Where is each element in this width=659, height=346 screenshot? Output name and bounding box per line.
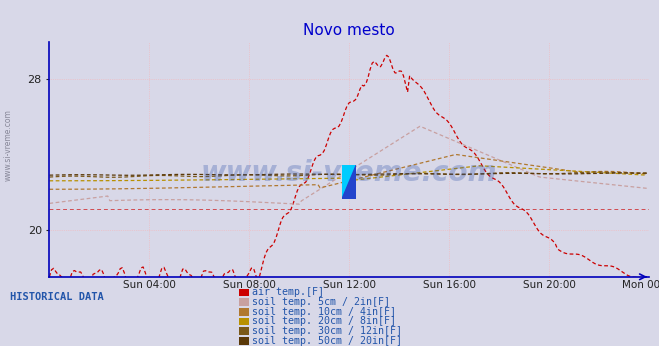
Text: air temp.[F]: air temp.[F] [252,288,324,297]
Bar [349,182,357,199]
Text: soil temp. 10cm / 4in[F]: soil temp. 10cm / 4in[F] [252,307,397,317]
Text: soil temp. 50cm / 20in[F]: soil temp. 50cm / 20in[F] [252,336,403,346]
Bar [342,165,349,182]
Title: Novo mesto: Novo mesto [303,22,395,38]
Text: soil temp. 30cm / 12in[F]: soil temp. 30cm / 12in[F] [252,326,403,336]
Text: soil temp. 5cm / 2in[F]: soil temp. 5cm / 2in[F] [252,297,390,307]
Text: www.si-vreme.com: www.si-vreme.com [3,109,13,181]
Polygon shape [342,165,357,199]
Polygon shape [342,165,357,199]
Bar [342,182,349,199]
Text: www.si-vreme.com: www.si-vreme.com [201,159,498,187]
Bar [349,165,357,182]
Text: HISTORICAL DATA: HISTORICAL DATA [10,292,103,302]
Polygon shape [342,165,357,199]
Polygon shape [342,165,357,199]
Text: soil temp. 20cm / 8in[F]: soil temp. 20cm / 8in[F] [252,317,397,326]
